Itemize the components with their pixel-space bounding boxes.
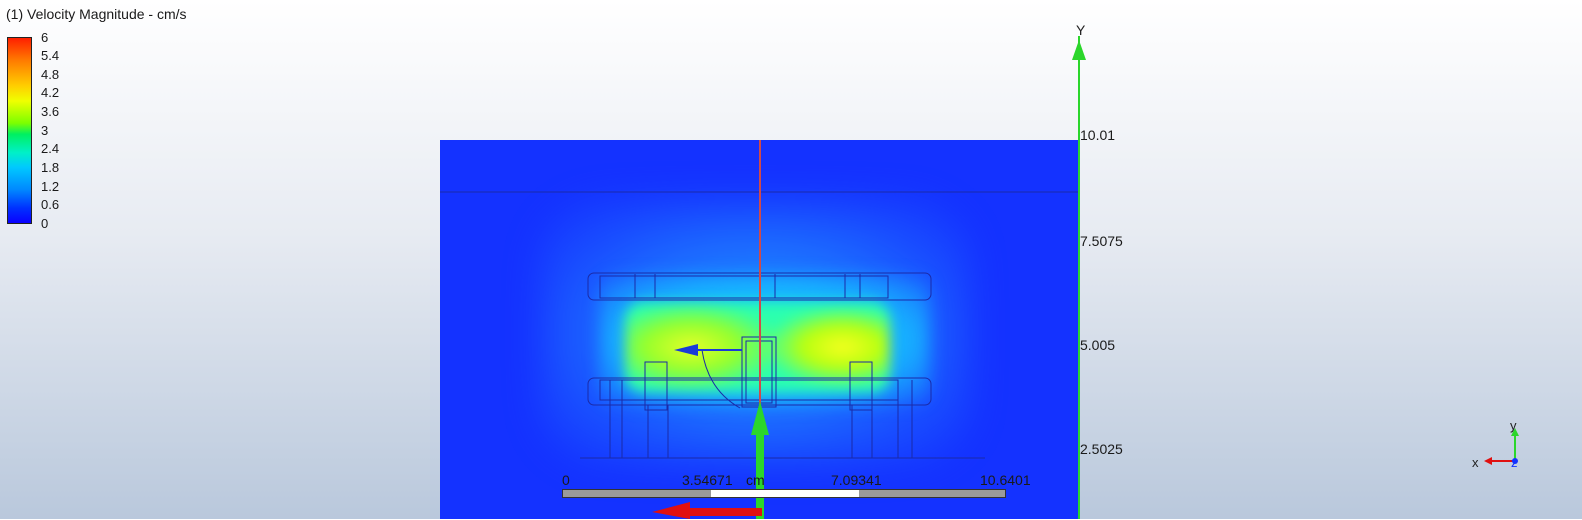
triad-x-label: x — [1472, 455, 1479, 470]
triad-z-label: z — [1511, 455, 1518, 470]
y-axis-tick: 5.005 — [1080, 337, 1116, 353]
y-axis-tick: 2.5025 — [1080, 441, 1123, 457]
high-velocity-core — [625, 302, 890, 392]
color-legend-bar — [7, 37, 32, 224]
y-axis-line — [1078, 36, 1080, 519]
legend-label: 0.6 — [41, 197, 60, 212]
y-axis-arrow-icon — [1072, 40, 1086, 60]
legend-label: 3 — [41, 123, 49, 138]
legend-label: 4.2 — [41, 85, 60, 100]
y-axis-tick: 10.01 — [1080, 127, 1116, 143]
orientation-triad-icon — [1484, 428, 1519, 465]
legend-label: 1.2 — [41, 179, 60, 194]
x-reference-line — [759, 140, 761, 519]
y-axis-tick: 7.5075 — [1080, 233, 1123, 249]
up-arrow-icon — [751, 401, 769, 519]
legend-label: 5.4 — [41, 48, 60, 63]
scale-bar-label: 7.09341 — [831, 472, 882, 488]
scale-bar-label: 3.54671 — [682, 472, 733, 488]
legend-label: 4.8 — [41, 67, 60, 82]
legend-label: 1.8 — [41, 160, 60, 175]
triad-y-label: y — [1510, 418, 1517, 433]
legend-label: 6 — [41, 30, 49, 45]
scale-bar — [562, 489, 1006, 498]
scale-bar-unit: cm — [746, 472, 765, 488]
result-title: (1) Velocity Magnitude - cm/s — [6, 6, 187, 22]
left-arrow-icon — [652, 502, 762, 519]
legend-label: 0 — [41, 216, 49, 231]
legend-label: 3.6 — [41, 104, 60, 119]
scale-bar-label: 10.6401 — [980, 472, 1031, 488]
y-axis-label: Y — [1076, 22, 1086, 38]
legend-label: 2.4 — [41, 141, 60, 156]
scale-bar-label: 0 — [562, 472, 570, 488]
